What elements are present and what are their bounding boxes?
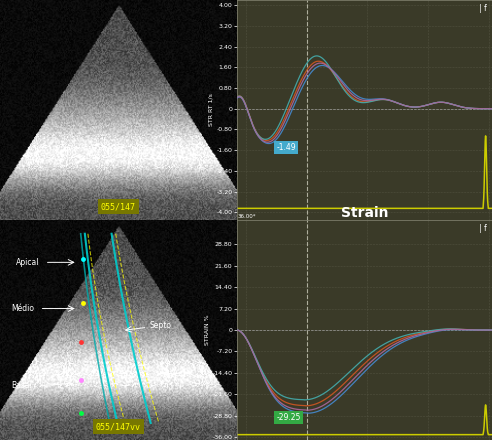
Y-axis label: STRAIN %: STRAIN % (205, 315, 210, 345)
Text: Basal: Basal (11, 381, 31, 390)
Text: 055/147: 055/147 (101, 202, 136, 211)
Text: | f: | f (479, 224, 487, 233)
Text: -29.25: -29.25 (277, 413, 301, 422)
Text: 055/147vv: 055/147vv (96, 422, 141, 431)
Text: -1.49: -1.49 (277, 143, 296, 152)
Text: Apical: Apical (16, 258, 39, 267)
Text: Septo: Septo (150, 321, 172, 330)
Text: 36.00*: 36.00* (238, 214, 256, 219)
Title: Strain: Strain (340, 206, 388, 220)
Y-axis label: STR RT 1/s: STR RT 1/s (209, 94, 214, 126)
Text: Médio: Médio (11, 304, 34, 313)
Text: | f: | f (479, 4, 487, 13)
